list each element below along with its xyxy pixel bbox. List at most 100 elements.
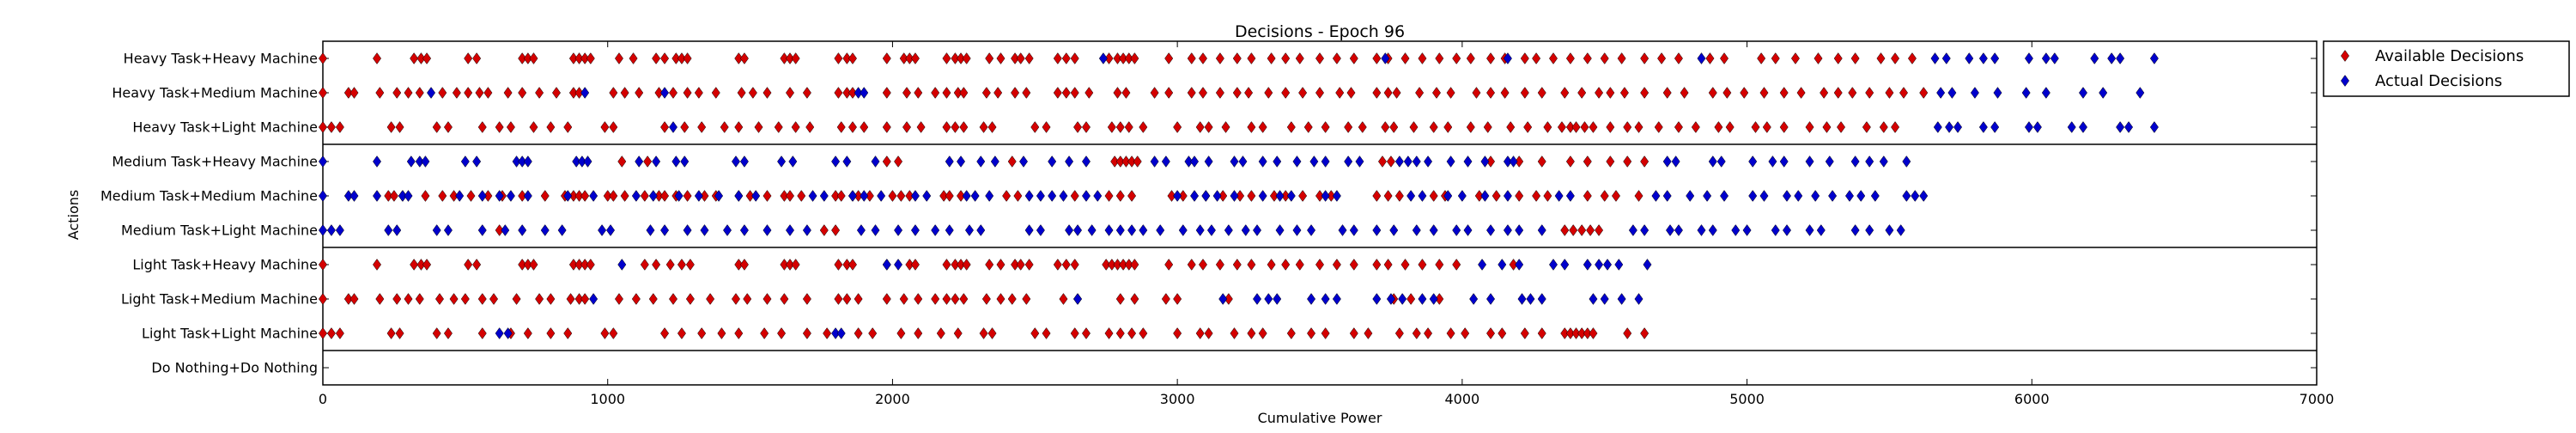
actual-decision-point bbox=[1024, 190, 1034, 202]
x-tick-label: 6000 bbox=[2014, 391, 2050, 407]
actual-decision-point bbox=[495, 327, 504, 339]
actual-decision-point bbox=[777, 156, 787, 168]
available-decision-point bbox=[1822, 121, 1832, 133]
actual-decision-point bbox=[1019, 156, 1029, 168]
available-decision-point bbox=[1565, 327, 1575, 339]
available-decision-point bbox=[460, 293, 470, 305]
available-decision-point bbox=[786, 87, 794, 99]
available-decision-point bbox=[654, 190, 664, 202]
available-decision-point bbox=[1130, 293, 1139, 305]
available-decision-point bbox=[1674, 121, 1683, 133]
actual-decision-point bbox=[1204, 156, 1213, 168]
actual-decision-point bbox=[1879, 156, 1888, 168]
available-decision-point bbox=[1907, 52, 1917, 64]
actual-decision-point bbox=[343, 190, 353, 202]
actual-decision-point bbox=[1911, 190, 1920, 202]
available-decision-point bbox=[1452, 259, 1461, 271]
available-decision-point bbox=[435, 293, 444, 305]
available-decision-point bbox=[580, 293, 590, 305]
available-decision-point bbox=[1790, 52, 1800, 64]
actual-decision-point bbox=[990, 156, 999, 168]
actual-decision-point bbox=[1292, 224, 1302, 236]
actual-decision-point bbox=[335, 224, 344, 236]
available-decision-point bbox=[1759, 87, 1769, 99]
actual-decision-point bbox=[572, 156, 581, 168]
available-decision-point bbox=[942, 121, 951, 133]
actual-decision-point bbox=[945, 224, 954, 236]
available-decision-point bbox=[697, 121, 707, 133]
available-decision-point bbox=[1520, 327, 1529, 339]
available-decision-point bbox=[860, 121, 869, 133]
actual-decision-point bbox=[646, 224, 655, 236]
available-decision-point bbox=[939, 190, 949, 202]
available-decision-point bbox=[1879, 121, 1888, 133]
available-decision-point bbox=[1580, 121, 1589, 133]
available-decision-point bbox=[580, 190, 590, 202]
available-decision-point bbox=[1124, 121, 1133, 133]
available-decision-point bbox=[373, 259, 382, 271]
actual-decision-point bbox=[2107, 52, 2117, 64]
actual-decision-point bbox=[700, 224, 709, 236]
available-decision-point bbox=[535, 293, 544, 305]
available-decision-point bbox=[1053, 259, 1062, 271]
actual-decision-point bbox=[957, 156, 966, 168]
actual-decision-point bbox=[910, 224, 920, 236]
available-decision-point bbox=[1372, 259, 1382, 271]
available-decision-point bbox=[643, 156, 653, 168]
available-decision-point bbox=[1429, 121, 1438, 133]
available-decision-point bbox=[574, 52, 584, 64]
actual-decision-point bbox=[1230, 190, 1239, 202]
available-decision-point bbox=[942, 259, 951, 271]
available-decision-point bbox=[1204, 327, 1213, 339]
available-decision-point bbox=[1674, 52, 1683, 64]
actual-decision-point bbox=[1771, 224, 1780, 236]
actual-decision-point bbox=[788, 156, 798, 168]
available-decision-point bbox=[786, 259, 794, 271]
available-decision-point bbox=[483, 190, 493, 202]
actual-decision-point bbox=[1469, 293, 1479, 305]
actual-decision-point bbox=[1634, 293, 1643, 305]
available-decision-point bbox=[1372, 87, 1382, 99]
actual-decision-point bbox=[1595, 259, 1604, 271]
actual-decision-point bbox=[1195, 224, 1205, 236]
actual-decision-point bbox=[1628, 224, 1637, 236]
actual-decision-point bbox=[1258, 156, 1267, 168]
available-decision-point bbox=[1298, 190, 1308, 202]
actual-decision-point bbox=[1412, 224, 1421, 236]
actual-decision-point bbox=[1805, 156, 1814, 168]
available-decision-point bbox=[1532, 52, 1541, 64]
chart-title: Decisions - Epoch 96 bbox=[1235, 22, 1405, 41]
actual-decision-point bbox=[1398, 293, 1407, 305]
actual-decision-point bbox=[1201, 190, 1211, 202]
available-decision-point bbox=[1583, 52, 1592, 64]
available-decision-point bbox=[1486, 327, 1496, 339]
available-decision-point bbox=[395, 121, 404, 133]
available-decision-point bbox=[1349, 259, 1358, 271]
available-decision-point bbox=[894, 156, 903, 168]
available-decision-point bbox=[760, 327, 769, 339]
available-decision-point bbox=[1805, 121, 1814, 133]
actual-decision-point bbox=[882, 259, 891, 271]
actual-decision-point bbox=[1708, 156, 1717, 168]
available-decision-point bbox=[443, 327, 453, 339]
actual-decision-point bbox=[1697, 52, 1706, 64]
available-decision-point bbox=[1070, 259, 1079, 271]
actual-decision-point bbox=[734, 190, 744, 202]
available-decision-point bbox=[1466, 121, 1475, 133]
actual-decision-point bbox=[1779, 156, 1789, 168]
available-decision-point bbox=[1565, 121, 1575, 133]
available-decision-point bbox=[1281, 87, 1291, 99]
actual-decision-point bbox=[2021, 87, 2031, 99]
actual-decision-point bbox=[1617, 293, 1626, 305]
available-decision-point bbox=[700, 190, 709, 202]
available-decision-point bbox=[1714, 121, 1723, 133]
actual-decision-point bbox=[1309, 156, 1319, 168]
available-decision-point bbox=[614, 293, 623, 305]
available-decision-point bbox=[1634, 190, 1643, 202]
available-decision-point bbox=[523, 327, 532, 339]
available-decision-point bbox=[1837, 121, 1846, 133]
actual-decision-point bbox=[802, 224, 811, 236]
available-decision-point bbox=[438, 190, 447, 202]
actual-decision-point bbox=[1941, 52, 1951, 64]
actual-decision-point bbox=[1082, 190, 1091, 202]
